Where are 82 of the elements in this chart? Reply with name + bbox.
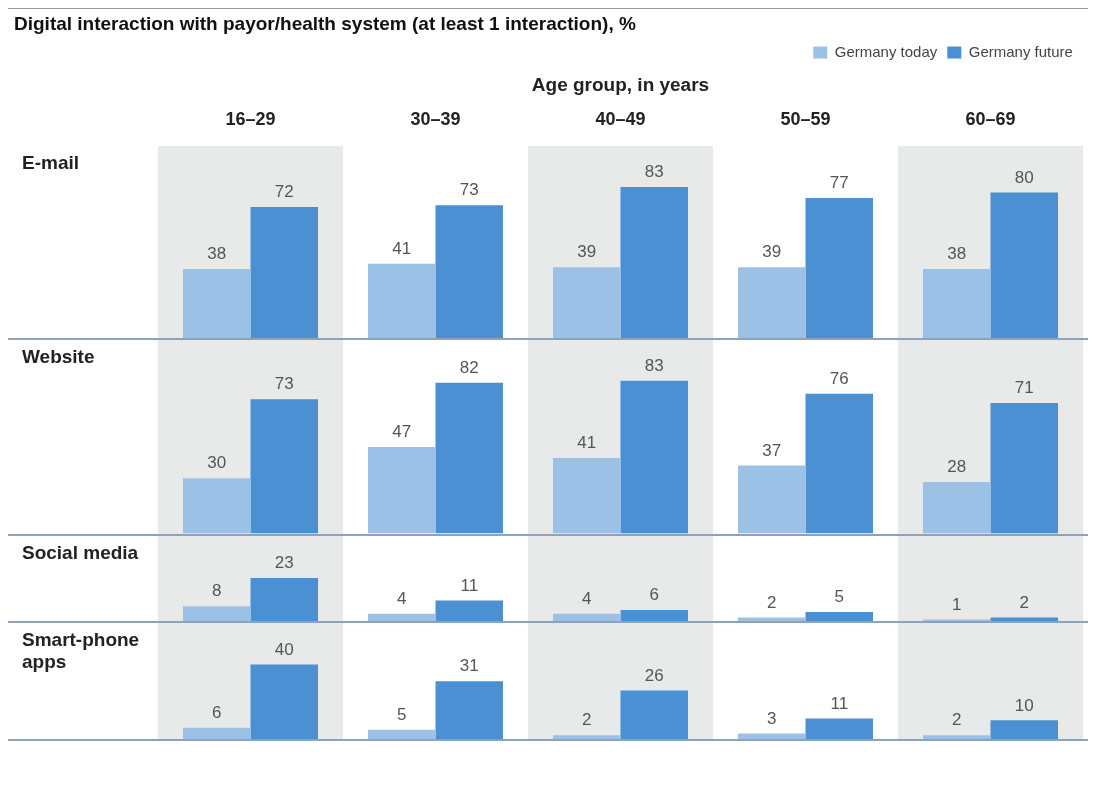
data-label: 4: [582, 588, 592, 608]
data-label: 23: [274, 552, 294, 572]
bar: [805, 394, 874, 534]
data-label: 8: [212, 581, 222, 601]
bar: [620, 609, 689, 622]
data-label: 39: [577, 242, 597, 262]
x-tick-label: 50–59: [780, 108, 831, 129]
data-label: 2: [952, 710, 962, 730]
bar: [435, 600, 504, 622]
data-label: 11: [830, 693, 849, 713]
data-label: 41: [392, 238, 412, 258]
bar: [367, 729, 436, 740]
data-label: 1: [952, 594, 962, 614]
data-label: 6: [212, 703, 222, 723]
data-label: 47: [392, 422, 412, 442]
bar: [367, 447, 436, 534]
data-label: 83: [644, 356, 664, 376]
data-label: 41: [577, 433, 597, 453]
data-label: 4: [397, 588, 407, 608]
data-label: 2: [582, 710, 592, 730]
data-label: 11: [460, 575, 479, 595]
legend-label: Germany future: [968, 42, 1073, 60]
bar: [552, 267, 621, 339]
bar: [620, 690, 689, 740]
data-label: 73: [274, 374, 294, 394]
x-tick-label: 30–39: [410, 108, 461, 129]
bar: [805, 198, 874, 339]
data-label: 83: [644, 162, 664, 182]
bar: [250, 577, 319, 622]
data-label: 77: [829, 173, 849, 193]
bar: [805, 611, 874, 622]
data-label: 40: [274, 639, 294, 659]
data-label: 38: [207, 244, 227, 264]
data-label: 31: [459, 656, 479, 676]
bar: [367, 263, 436, 339]
x-tick-label: 40–49: [595, 108, 646, 129]
data-label: 26: [644, 665, 664, 685]
bar: [435, 205, 504, 339]
x-axis-title: Age group, in years: [531, 73, 710, 95]
data-label: 73: [459, 180, 479, 200]
data-label: 6: [649, 584, 659, 604]
data-label: 2: [1019, 592, 1029, 612]
data-label: 28: [947, 457, 967, 477]
bar: [552, 735, 621, 740]
bar: [435, 383, 504, 534]
x-tick-label: 16–29: [225, 108, 276, 129]
data-label: 3: [767, 708, 777, 728]
x-tick-label: 60–69: [965, 108, 1016, 129]
data-label: 39: [762, 242, 782, 262]
data-label: 2: [767, 592, 777, 612]
y-axis-title: Smart-phone apps: [21, 628, 141, 675]
data-label: 38: [947, 244, 967, 264]
y-axis-title: Social media: [21, 540, 140, 565]
bar: [250, 664, 319, 740]
bar: [367, 613, 436, 622]
data-label: 80: [1014, 167, 1034, 187]
bar: [922, 735, 991, 740]
y-axis-title: Website: [21, 345, 96, 370]
bar: [182, 727, 251, 740]
bar: [990, 720, 1059, 740]
data-label: 71: [1014, 378, 1034, 398]
bar: [737, 267, 806, 339]
bar: [922, 269, 991, 339]
legend-label: Germany today: [834, 42, 938, 60]
data-label: 76: [829, 369, 849, 389]
bar: [182, 269, 251, 339]
bar: [737, 733, 806, 740]
data-label: 82: [459, 358, 479, 378]
data-label: 5: [834, 586, 844, 606]
bar: [182, 606, 251, 622]
data-label: 37: [762, 440, 782, 460]
bar: [922, 482, 991, 534]
chart-title: Digital interaction with payor/health system (at least 1 interaction), %: [8, 8, 1088, 35]
y-axis-title: E-mail: [21, 151, 81, 176]
data-label: 72: [274, 182, 294, 202]
bar: [552, 613, 621, 622]
bar: [737, 465, 806, 534]
data-label: 10: [1014, 695, 1034, 715]
data-label: 5: [397, 705, 407, 725]
bar: [435, 681, 504, 740]
data-label: 30: [207, 453, 227, 473]
bar: [805, 718, 874, 740]
